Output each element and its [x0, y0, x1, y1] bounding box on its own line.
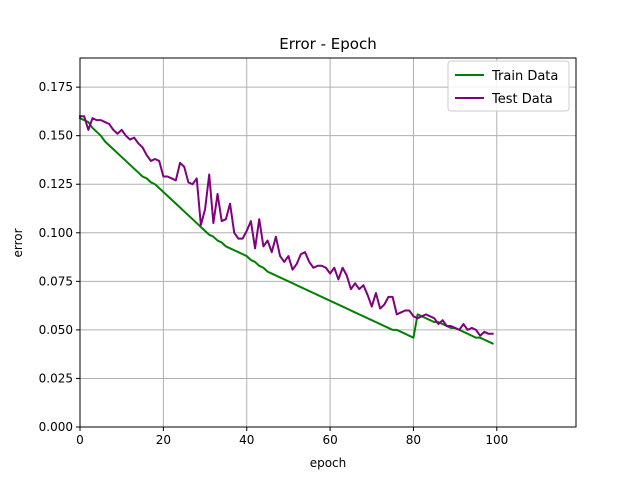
- series-line-train-data: [78, 116, 494, 345]
- plot-frame: [79, 57, 577, 428]
- legend-label-test: Test Data: [491, 92, 553, 107]
- y-tick-label: 0.175: [39, 80, 73, 94]
- x-tick-label: 0: [76, 433, 84, 447]
- legend-label-train: Train Data: [491, 69, 558, 84]
- y-tick-label: 0.025: [39, 371, 73, 385]
- x-tick-label: 100: [485, 433, 508, 447]
- series-line-test-data: [79, 115, 494, 337]
- y-tick-label: 0.125: [39, 177, 73, 191]
- y-tick-label: 0.075: [39, 274, 73, 288]
- x-tick-label: 40: [239, 433, 254, 447]
- chart-title: Error - Epoch: [279, 35, 376, 53]
- ticks-layer: 0 20 40 60 80 100 0.000 0.025 0.050 0.075 0.100 0.1…: [39, 80, 509, 447]
- y-axis-label: error: [11, 228, 25, 257]
- x-tick-label: 80: [406, 433, 421, 447]
- y-tick-label: 0.000: [39, 420, 73, 434]
- y-tick-label: 0.150: [39, 129, 73, 143]
- legend: Train Data Test Data: [447, 60, 570, 112]
- x-axis-label: epoch: [310, 456, 347, 470]
- y-tick-label: 0.100: [39, 226, 73, 240]
- y-tick-label: 0.050: [39, 323, 73, 337]
- series-layer: [78, 115, 494, 345]
- x-tick-label: 60: [322, 433, 337, 447]
- grid-layer: [79, 58, 576, 428]
- x-tick-label: 20: [156, 433, 171, 447]
